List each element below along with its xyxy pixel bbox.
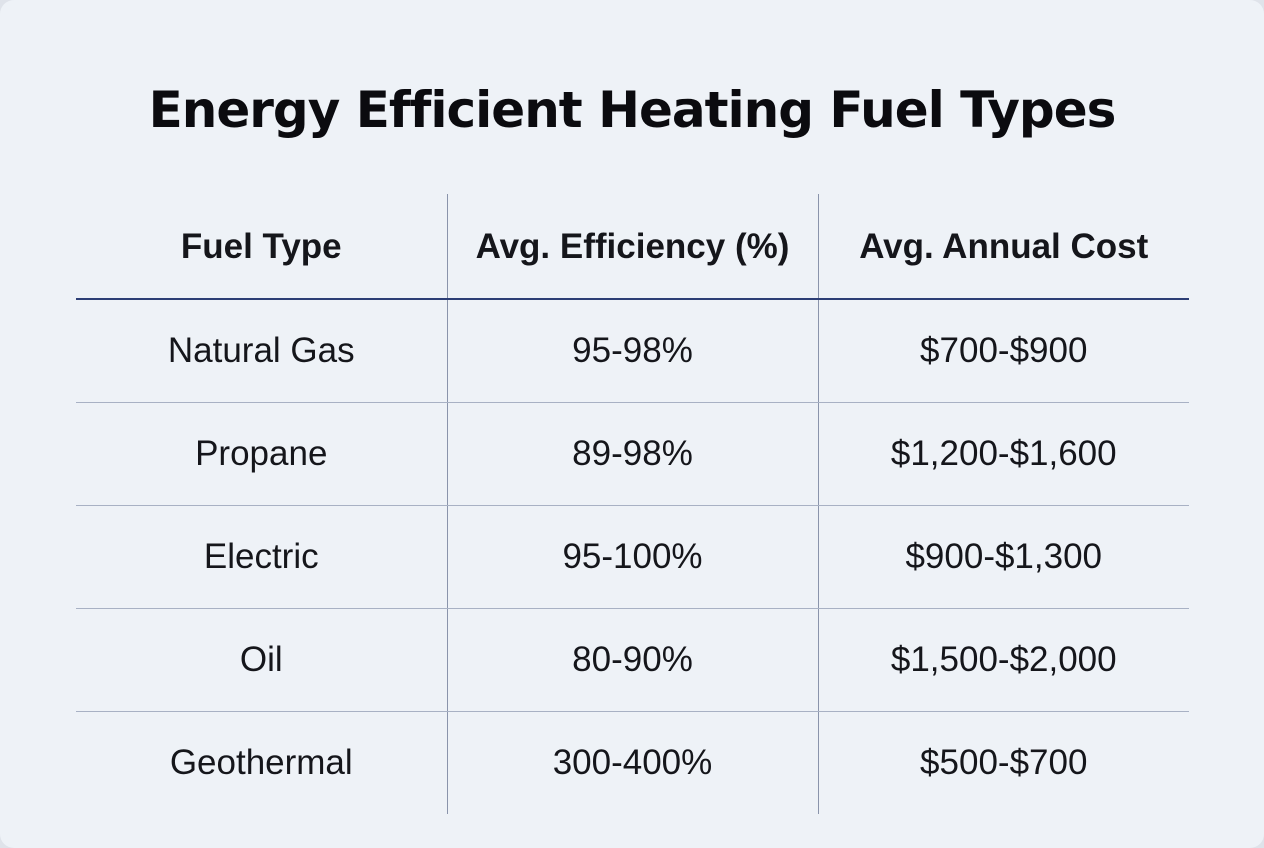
table-row: Electric 95-100% $900-$1,300 xyxy=(76,505,1189,609)
cell-annual-cost: $1,500-$2,000 xyxy=(817,608,1189,712)
header-annual-cost: Avg. Annual Cost xyxy=(817,194,1189,300)
cell-fuel-type: Natural Gas xyxy=(76,299,447,403)
table-row: Natural Gas 95-98% $700-$900 xyxy=(76,299,1189,403)
cell-annual-cost: $700-$900 xyxy=(817,299,1189,403)
header-fuel-type: Fuel Type xyxy=(76,194,447,300)
cell-annual-cost: $500-$700 xyxy=(817,711,1189,814)
cell-fuel-type: Propane xyxy=(76,402,447,506)
cell-annual-cost: $900-$1,300 xyxy=(817,505,1189,609)
fuel-comparison-table: Fuel Type Avg. Efficiency (%) Avg. Annua… xyxy=(76,194,1189,814)
cell-fuel-type: Oil xyxy=(76,608,447,712)
cell-efficiency: 95-100% xyxy=(446,505,818,609)
page-title: Energy Efficient Heating Fuel Types xyxy=(148,81,1117,139)
cell-efficiency: 95-98% xyxy=(446,299,818,403)
table-header-row: Fuel Type Avg. Efficiency (%) Avg. Annua… xyxy=(76,194,1189,300)
cell-efficiency: 80-90% xyxy=(446,608,818,712)
cell-fuel-type: Geothermal xyxy=(169,743,353,782)
header-efficiency: Avg. Efficiency (%) xyxy=(446,194,818,300)
table-row: Oil 80-90% $1,500-$2,000 xyxy=(76,608,1189,712)
cell-efficiency: 300-400% xyxy=(446,711,818,814)
cell-fuel-type: Electric xyxy=(76,505,447,609)
cell-annual-cost: $1,200-$1,600 xyxy=(817,402,1189,506)
cell-efficiency: 89-98% xyxy=(446,402,818,506)
table-row: Propane 89-98% $1,200-$1,600 xyxy=(76,402,1189,506)
table-row: Geothermal 300-400% $500-$700 xyxy=(76,711,1189,814)
